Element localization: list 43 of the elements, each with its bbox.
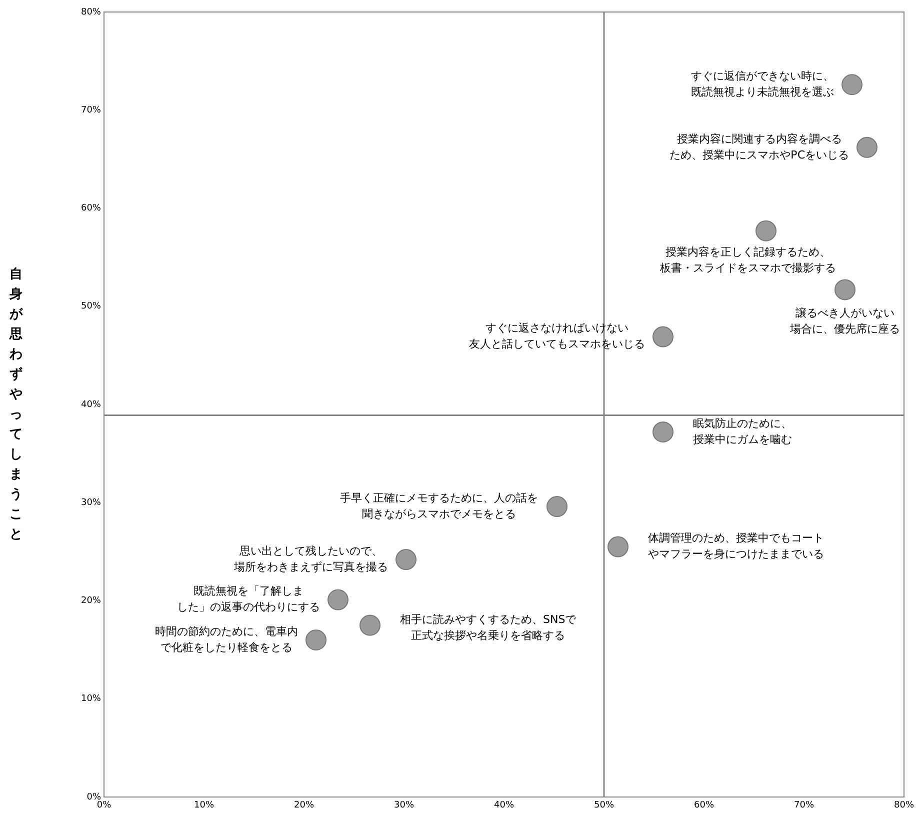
text: 自身が思わずやってしまうこと xyxy=(10,266,22,542)
y-tick-label: 40% xyxy=(80,400,102,410)
annotation: すぐに返さなければいけない友人と話していてもスマホをいじる xyxy=(469,322,645,351)
annotation: 時間の節約のために、電車内で化粧をしたり軽食をとる xyxy=(155,624,298,654)
x-tick-label: 10% xyxy=(194,800,214,811)
point xyxy=(306,630,326,650)
annotation: 相手に読みやすくするため、SNSで正式な挨拶や名乗りを省略する xyxy=(400,613,578,642)
y-tick-label: 0% xyxy=(86,792,102,802)
annotation: 既読無視を「了解しました」の返事の代わりにする xyxy=(177,584,320,614)
annotation: すぐに返信ができない時に、既読無視より未読無視を選ぶ xyxy=(691,69,834,98)
annotation: 体調管理のため、授業中でもコートやマフラーを身につけたままでいる xyxy=(648,532,824,561)
point xyxy=(546,496,568,518)
point xyxy=(328,589,348,610)
y-tick-label: 70% xyxy=(80,105,102,116)
x-tick-label: 0% xyxy=(96,800,112,811)
y-tick-label: 10% xyxy=(80,694,102,704)
x-tick-label: 50% xyxy=(594,800,614,811)
point xyxy=(608,536,628,558)
x-tick-label: 20% xyxy=(294,800,314,811)
annotation: 譲るべき人がいない場合に、優先席に座る xyxy=(789,306,900,336)
y-tick-label: 20% xyxy=(80,596,102,606)
x-tick-label: 80% xyxy=(894,800,914,811)
annotation: 眠気防止のために、授業中にガムを噛む xyxy=(693,416,792,446)
x-tick-label: 60% xyxy=(694,800,714,811)
y-tick-label: 80% xyxy=(80,7,102,18)
annotation: 手早く正確にメモするために、人の話を聞きながらスマホでメモをとる xyxy=(340,491,538,520)
point xyxy=(360,614,380,636)
point xyxy=(834,279,856,300)
point xyxy=(756,220,776,242)
point xyxy=(856,136,878,158)
y-tick-label: 50% xyxy=(80,302,102,312)
y-tick-label: 60% xyxy=(80,204,102,214)
annotation: 授業内容を正しく記録するため、板書・スライドをスマホで撮影する xyxy=(659,246,836,275)
point xyxy=(842,74,862,96)
annotation: 思い出として残したいので、場所をわきまえずに写真を撮る xyxy=(233,544,388,574)
x-tick-label: 30% xyxy=(394,800,414,811)
point xyxy=(396,549,416,570)
annotation: 授業内容に関連する内容を調べるため、授業中にスマホやPCをいじる xyxy=(670,132,850,162)
point xyxy=(652,326,674,348)
point xyxy=(652,421,674,442)
x-tick-label: 70% xyxy=(794,800,814,811)
x-tick-label: 40% xyxy=(494,800,514,811)
y-tick-label: 30% xyxy=(80,498,102,508)
